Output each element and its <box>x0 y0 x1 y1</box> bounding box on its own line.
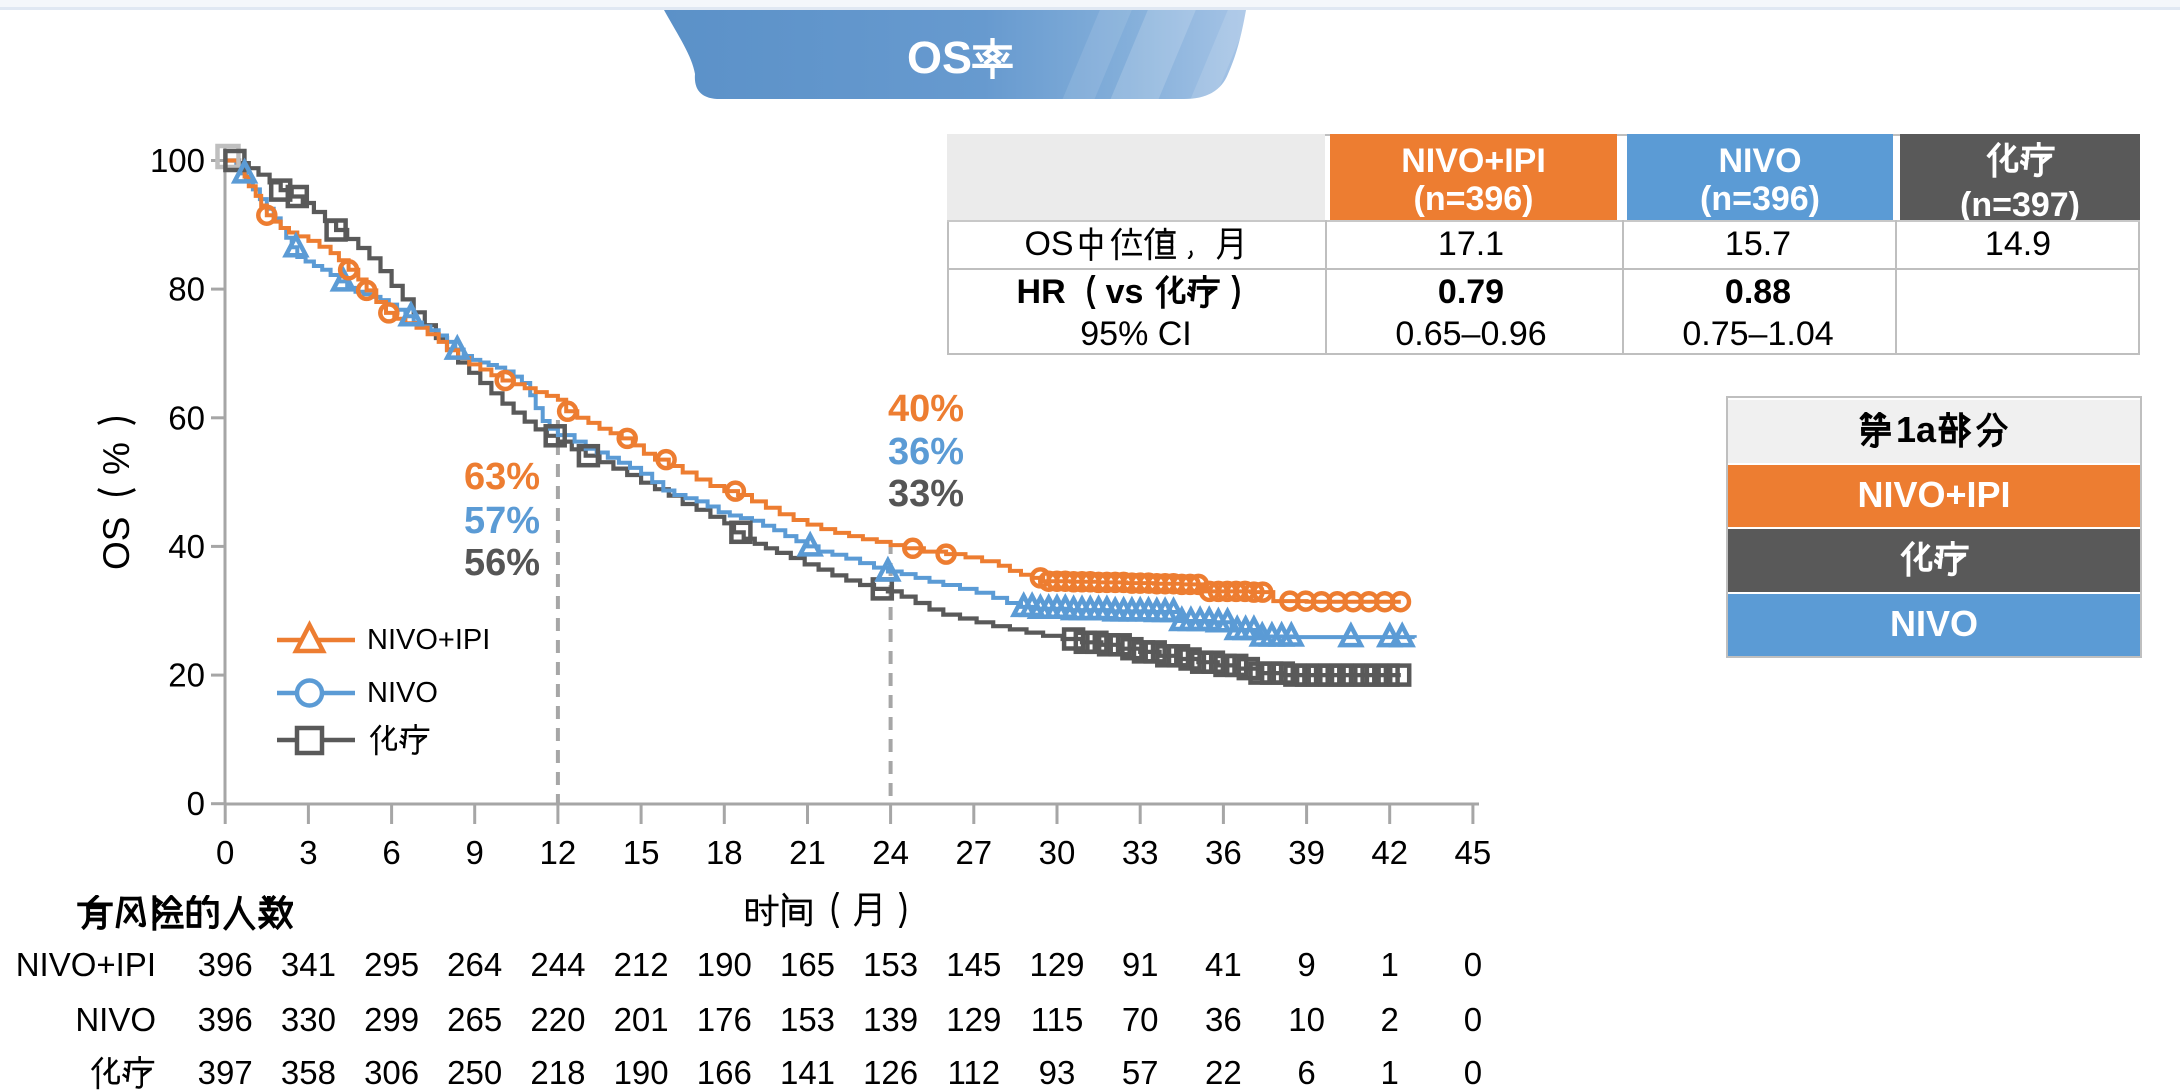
svg-text:57%: 57% <box>464 500 540 542</box>
svg-text:100: 100 <box>150 142 205 179</box>
svg-text:33: 33 <box>1122 834 1159 871</box>
svg-text:9: 9 <box>466 834 484 871</box>
svg-text:12: 12 <box>540 834 577 871</box>
svg-text:60: 60 <box>168 399 205 436</box>
svg-text:40: 40 <box>168 528 205 565</box>
svg-text:45: 45 <box>1455 834 1492 871</box>
svg-text:24: 24 <box>872 834 909 871</box>
svg-text:6: 6 <box>382 834 400 871</box>
svg-text:21: 21 <box>789 834 826 871</box>
svg-text:36: 36 <box>1205 834 1242 871</box>
svg-text:0: 0 <box>216 834 234 871</box>
svg-text:36%: 36% <box>888 431 964 473</box>
svg-text:%: % <box>96 442 137 475</box>
svg-text:42: 42 <box>1371 834 1408 871</box>
svg-text:20: 20 <box>168 657 205 694</box>
svg-text:27: 27 <box>955 834 992 871</box>
svg-text:30: 30 <box>1039 834 1076 871</box>
svg-text:15: 15 <box>623 834 660 871</box>
svg-text:80: 80 <box>168 271 205 308</box>
svg-text:56%: 56% <box>464 542 540 584</box>
svg-text:63%: 63% <box>464 456 540 498</box>
svg-text:OS: OS <box>96 517 137 570</box>
svg-text:40%: 40% <box>888 388 964 430</box>
svg-text:3: 3 <box>299 834 317 871</box>
svg-text:0: 0 <box>187 785 205 822</box>
svg-text:18: 18 <box>706 834 743 871</box>
svg-text:39: 39 <box>1288 834 1325 871</box>
svg-text:33%: 33% <box>888 473 964 515</box>
